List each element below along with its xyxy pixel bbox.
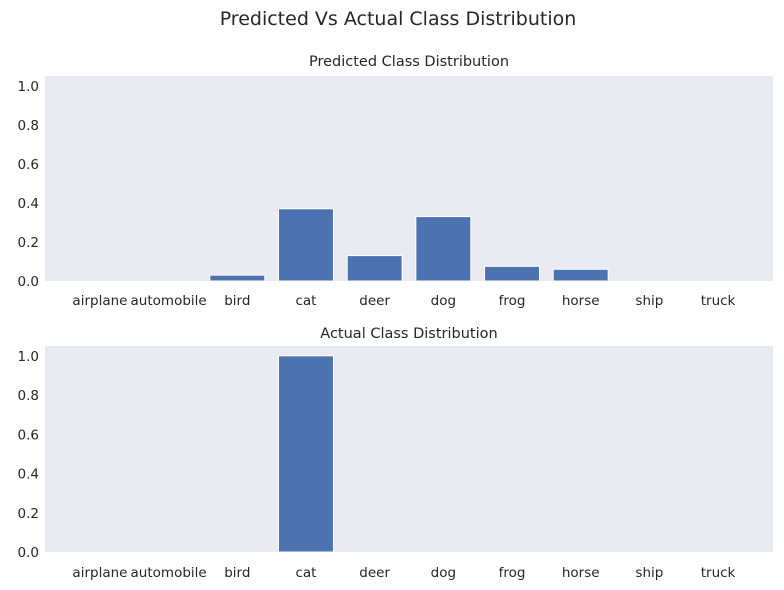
actual-y-tick-label: 0.6: [18, 427, 39, 443]
actual-x-tick-label: dog: [431, 565, 456, 581]
predicted-chart-title: Predicted Class Distribution: [309, 54, 509, 70]
predicted-x-tick-label: bird: [224, 293, 250, 309]
actual-y-tick-label: 0.0: [18, 545, 39, 561]
predicted-bar-bird: [209, 274, 266, 282]
actual-y-tick-label: 1.0: [18, 349, 39, 365]
predicted-bar-frog: [484, 265, 540, 282]
actual-y-tick-label: 0.2: [18, 506, 39, 522]
predicted-y-tick-label: 0.2: [18, 235, 39, 251]
predicted-x-tick-label: airplane: [72, 293, 127, 309]
actual-x-tick-label: ship: [635, 565, 663, 581]
actual-plot-area: [45, 346, 773, 552]
predicted-y-tick-label: 0.4: [18, 196, 39, 212]
actual-y-tick-label: 0.4: [18, 467, 39, 483]
figure-title: Predicted Vs Actual Class Distribution: [220, 8, 577, 30]
predicted-bar-cat: [278, 208, 334, 282]
predicted-plot-area: [45, 76, 773, 281]
actual-x-tick-label: truck: [701, 565, 736, 581]
actual-distribution-chart: Actual Class Distribution 0.0 0.2 0.4 0.6 0.8…: [18, 326, 773, 581]
predicted-bar-dog: [415, 216, 472, 282]
predicted-y-tick-label: 1.0: [18, 79, 39, 95]
predicted-x-tick-label: truck: [701, 293, 736, 309]
predicted-x-tick-label: dog: [431, 293, 456, 309]
predicted-x-tick-label: cat: [295, 293, 316, 309]
predicted-x-tick-label: automobile: [131, 293, 207, 309]
predicted-y-tick-label: 0.0: [18, 274, 39, 290]
actual-y-tick-label: 0.8: [18, 388, 39, 404]
predicted-x-tick-label: deer: [359, 293, 390, 309]
actual-x-tick-label: horse: [562, 565, 600, 581]
actual-x-tick-label: cat: [295, 565, 316, 581]
actual-x-tick-label: automobile: [131, 565, 207, 581]
predicted-x-tick-label: ship: [635, 293, 663, 309]
predicted-x-tick-label: horse: [562, 293, 600, 309]
predicted-distribution-chart: Predicted Class Distribution 0.0 0.2 0.4 0.6…: [18, 54, 773, 309]
actual-x-tick-label: bird: [224, 565, 250, 581]
actual-x-tick-label: frog: [499, 565, 526, 581]
actual-x-tick-label: airplane: [72, 565, 127, 581]
predicted-bar-deer: [346, 255, 403, 282]
actual-chart-title: Actual Class Distribution: [320, 326, 497, 342]
predicted-y-tick-label: 0.6: [18, 157, 39, 173]
predicted-bar-horse: [552, 268, 609, 282]
predicted-y-tick-label: 0.8: [18, 118, 39, 134]
predicted-x-tick-label: frog: [499, 293, 526, 309]
actual-bar-cat: [278, 355, 334, 553]
actual-x-tick-label: deer: [359, 565, 390, 581]
